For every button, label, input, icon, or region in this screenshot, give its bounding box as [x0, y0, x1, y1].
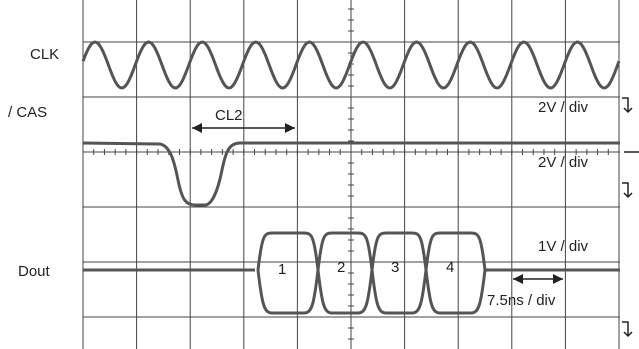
- data-eye: [426, 233, 485, 313]
- dout-label: Dout: [18, 263, 51, 280]
- word-label: 2: [337, 259, 345, 276]
- word-label: 3: [391, 259, 399, 276]
- clk-label: CLK: [30, 46, 59, 63]
- timebase-label: 7.5ns / div: [487, 292, 556, 309]
- scope-screen: CLK / CAS Dout 2V / div 2V / div 1V / di…: [0, 0, 639, 349]
- cas-label: / CAS: [8, 104, 47, 121]
- word-label: 1: [278, 261, 286, 278]
- dout-scale: 1V / div: [538, 238, 589, 255]
- latency-label: CL2: [215, 107, 243, 124]
- cas-scale: 2V / div: [538, 154, 589, 171]
- word-label: 4: [446, 259, 454, 276]
- clk-scale: 2V / div: [538, 99, 589, 116]
- channel-markers: [622, 98, 639, 336]
- data-eye: [258, 233, 318, 313]
